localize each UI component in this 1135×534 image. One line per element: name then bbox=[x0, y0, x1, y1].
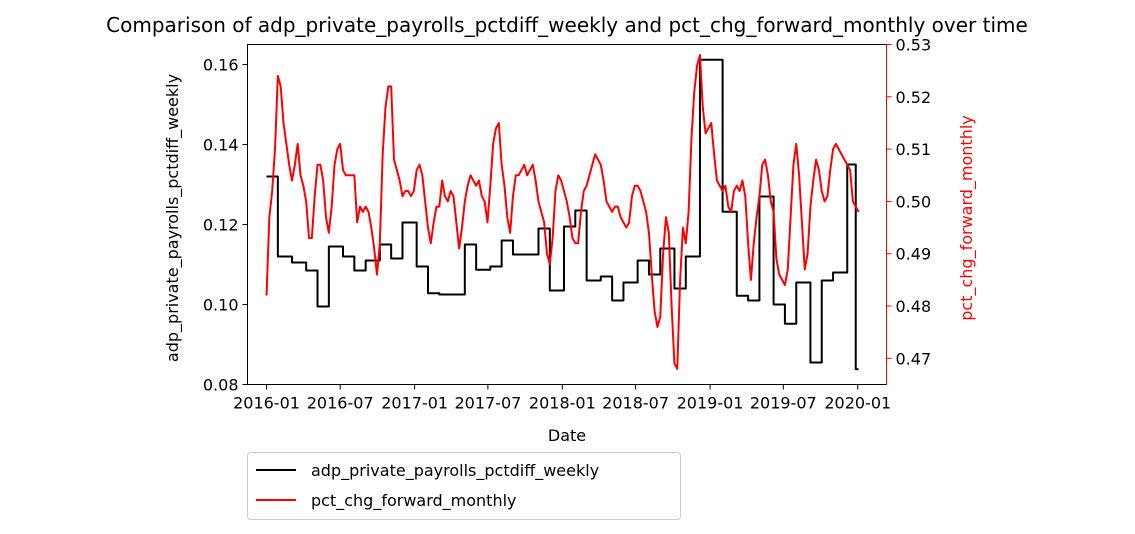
y-right-tick-label: 0.50 bbox=[896, 192, 932, 211]
x-tick-label: 2018-07 bbox=[602, 394, 669, 413]
y-right-tick-label: 0.49 bbox=[896, 245, 932, 264]
chart-title-group: Comparison of adp_private_payrolls_pctdi… bbox=[106, 13, 1028, 37]
y-right-tick-label: 0.48 bbox=[896, 297, 932, 316]
x-tick-label: 2018-01 bbox=[529, 394, 596, 413]
y-axis-right: 0.47 0.48 0.49 0.50 0.51 0.52 0.53 bbox=[886, 36, 932, 385]
x-tick-label: 2016-01 bbox=[233, 394, 300, 413]
y-right-tick-label: 0.53 bbox=[896, 36, 932, 55]
y-left-tick-label: 0.12 bbox=[203, 216, 239, 235]
series-line-pct-chg-forward-monthly bbox=[265, 53, 860, 370]
y-axis-right-label: pct_chg_forward_monthly bbox=[957, 115, 977, 321]
x-tick-label: 2017-07 bbox=[454, 394, 521, 413]
legend: adp_private_payrolls_pctdiff_weekly pct_… bbox=[247, 452, 681, 520]
x-axis-label: Date bbox=[548, 426, 586, 445]
x-tick-label: 2020-01 bbox=[824, 394, 891, 413]
legend-frame bbox=[247, 452, 681, 520]
y-right-tick-label: 0.47 bbox=[896, 349, 932, 368]
y-right-tick-label: 0.51 bbox=[896, 140, 932, 159]
legend-label-adp: adp_private_payrolls_pctdiff_weekly bbox=[311, 461, 599, 481]
legend-label-pct: pct_chg_forward_monthly bbox=[311, 491, 517, 511]
x-tick-label: 2016-07 bbox=[307, 394, 374, 413]
series-line-adp-private-payrolls bbox=[266, 58, 859, 371]
chart-title: Comparison of adp_private_payrolls_pctdi… bbox=[106, 13, 1028, 37]
y-right-tick-label: 0.52 bbox=[896, 88, 932, 107]
y-left-tick-label: 0.16 bbox=[203, 56, 239, 75]
x-axis: 2016-01 2016-07 2017-01 2017-07 2018-01 2018-… bbox=[233, 384, 891, 413]
x-tick-label: 2017-01 bbox=[381, 394, 448, 413]
y-axis-left: 0.08 0.10 0.12 0.14 0.16 bbox=[203, 56, 248, 395]
x-tick-label: 2019-07 bbox=[750, 394, 817, 413]
series-layer bbox=[265, 53, 860, 371]
y-left-tick-label: 0.08 bbox=[203, 376, 239, 395]
x-tick-label: 2019-01 bbox=[677, 394, 744, 413]
y-left-tick-label: 0.14 bbox=[203, 136, 239, 155]
y-left-tick-label: 0.10 bbox=[203, 296, 239, 315]
y-axis-left-label: adp_private_payrolls_pctdiff_weekly bbox=[163, 74, 183, 362]
